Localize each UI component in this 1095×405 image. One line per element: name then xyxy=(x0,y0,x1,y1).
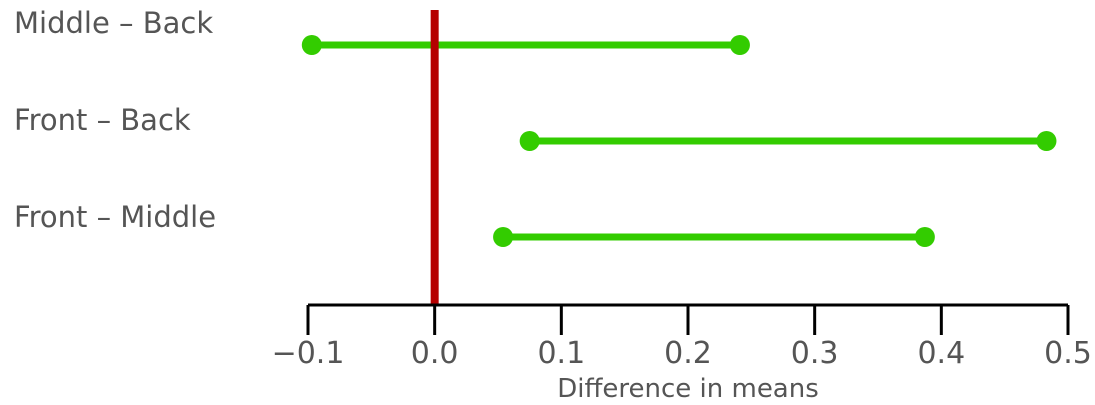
x-axis: −0.1 0.0 0.1 0.2 0.3 0.4 0.5 xyxy=(272,303,1092,371)
x-axis-title: Difference in means xyxy=(557,374,819,404)
category-label: Front – Back xyxy=(14,103,191,137)
x-tick-label: 0.2 xyxy=(664,336,712,371)
interval-lower-point xyxy=(519,131,540,151)
x-tick-label: 0.0 xyxy=(411,336,459,371)
category-label: Middle – Back xyxy=(14,6,213,40)
interval-upper-point xyxy=(1036,131,1057,151)
interval-lower-point xyxy=(493,227,514,247)
interval-upper-point xyxy=(729,35,750,55)
x-tick-label: 0.3 xyxy=(791,336,839,371)
x-tick-label: −0.1 xyxy=(272,336,345,371)
x-tick-label: 0.4 xyxy=(917,336,965,371)
interval-lower-point xyxy=(301,35,322,55)
category-label: Front – Middle xyxy=(14,200,216,234)
x-tick-label: 0.5 xyxy=(1044,336,1092,371)
category-labels: Middle – Back Front – Back Front – Middle xyxy=(14,6,216,234)
interval-series xyxy=(301,35,1057,247)
interval-upper-point xyxy=(914,227,935,247)
x-tick-label: 0.1 xyxy=(537,336,585,371)
